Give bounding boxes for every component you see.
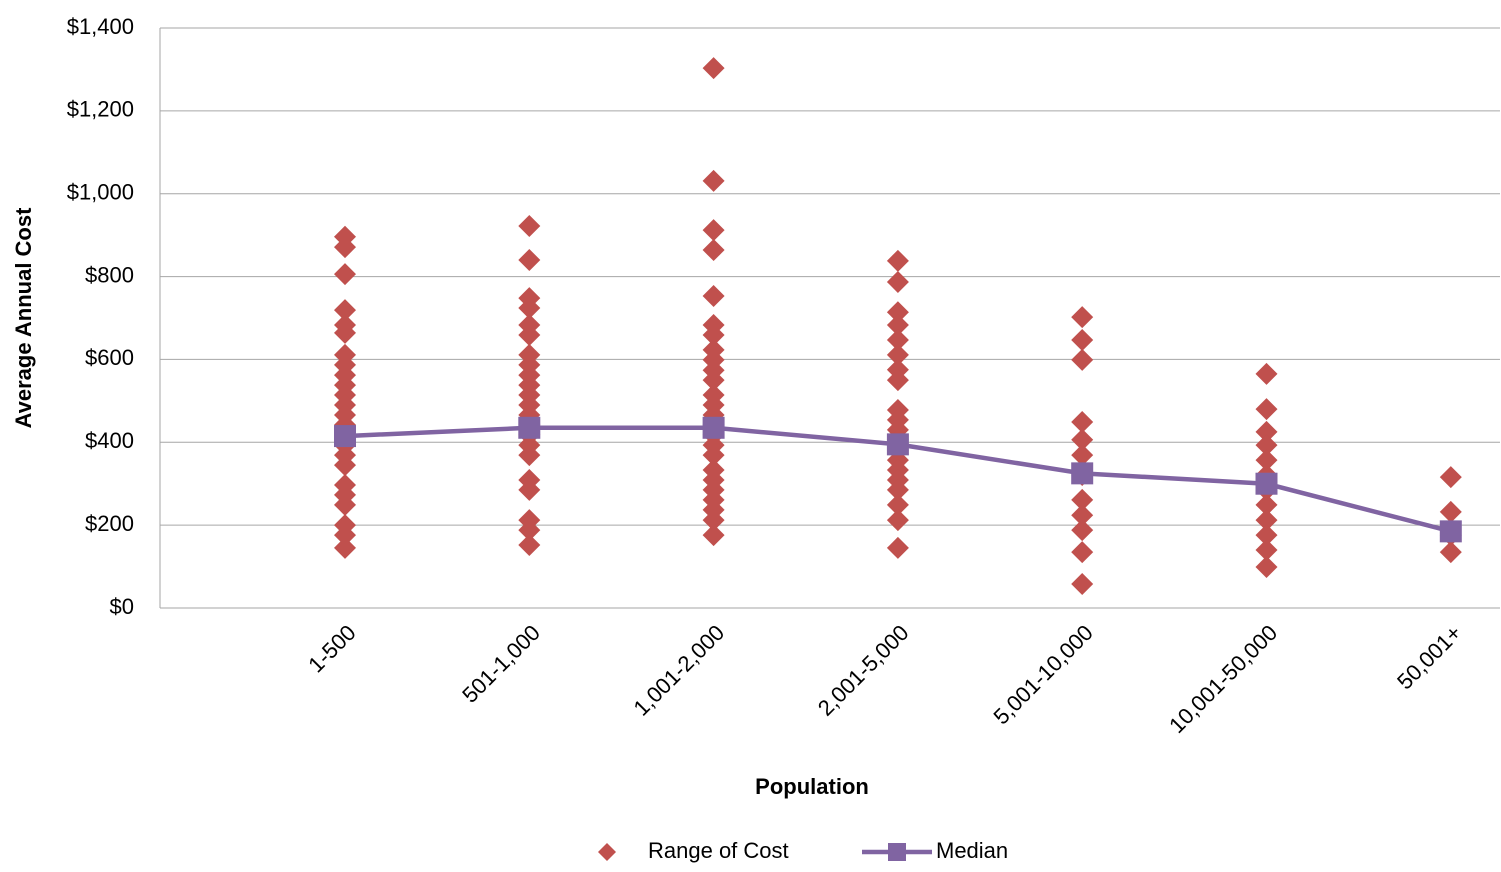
scatter-point (702, 169, 725, 192)
scatter-point (886, 536, 909, 559)
scatter-point (702, 219, 725, 242)
legend-label: Median (936, 838, 1008, 863)
y-tick-label: $600 (85, 345, 134, 370)
x-tick-label: 501-1,000 (457, 620, 545, 708)
scatter-point (886, 249, 909, 272)
scatter-point (1255, 509, 1278, 532)
scatter-point (518, 323, 541, 346)
x-tick-label: 50,001+ (1392, 620, 1466, 694)
scatter-point (702, 57, 725, 80)
scatter-point (518, 297, 541, 320)
median-point (1255, 472, 1278, 495)
x-tick-label: 2,001-5,000 (813, 620, 914, 721)
scatter-point (1071, 572, 1094, 595)
scatter-point (1255, 420, 1278, 443)
scatter-point (702, 285, 725, 308)
scatter-point (1071, 428, 1094, 451)
x-tick-label: 1,001-2,000 (629, 620, 730, 721)
scatter-point (702, 369, 725, 392)
legend-marker (888, 843, 906, 861)
scatter-point (1439, 466, 1462, 489)
median-point (334, 425, 356, 448)
scatter-point (702, 524, 725, 547)
y-tick-label: $0 (110, 594, 134, 619)
x-tick-label: 5,001-10,000 (988, 620, 1097, 729)
scatter-point (1071, 328, 1094, 351)
scatter-point (1071, 348, 1094, 371)
scatter-point (334, 321, 356, 344)
scatter-point (702, 239, 725, 262)
scatter-point (886, 343, 909, 366)
scatter-point (1071, 488, 1094, 511)
scatter-point (334, 524, 356, 547)
scatter-point (1439, 500, 1462, 523)
median-point (702, 416, 725, 439)
scatter-point (886, 369, 909, 392)
median-point (518, 416, 541, 439)
legend-marker (598, 843, 616, 861)
y-tick-label: $1,200 (67, 97, 134, 122)
scatter-point (886, 270, 909, 293)
scatter-point (886, 328, 909, 351)
y-axis-title: Average Annual Cost (11, 207, 36, 429)
median-point (886, 433, 909, 456)
scatter-point (1255, 434, 1278, 457)
y-tick-label: $200 (85, 511, 134, 536)
scatter-point (1071, 410, 1094, 433)
x-tick-label: 10,001-50,000 (1164, 620, 1282, 738)
median-point (1071, 462, 1094, 485)
x-axis-title: Population (755, 774, 869, 799)
y-tick-label: $800 (85, 262, 134, 287)
scatter-point (334, 493, 356, 516)
scatter-point (886, 493, 909, 516)
scatter-point (1255, 398, 1278, 421)
scatter-point (886, 301, 909, 324)
scatter-point (1255, 449, 1278, 472)
scatter-point (1071, 504, 1094, 527)
scatter-point (334, 536, 356, 559)
scatter-point (518, 478, 541, 501)
scatter-point (1255, 524, 1278, 547)
scatter-point (518, 249, 541, 271)
y-tick-label: $1,000 (67, 180, 134, 205)
scatter-point (334, 236, 356, 259)
scatter-point (518, 215, 541, 238)
scatter-point (518, 519, 541, 542)
scatter-point (1071, 444, 1094, 467)
median-point (1439, 520, 1462, 543)
scatter-point (518, 534, 541, 557)
scatter-point (518, 444, 541, 467)
scatter-point (702, 323, 725, 346)
scatter-point (1255, 493, 1278, 516)
scatter-point (334, 263, 356, 286)
y-tick-label: $1,400 (67, 14, 134, 39)
scatter-point (1071, 541, 1094, 564)
scatter-point (334, 299, 356, 322)
scatter-point (1439, 541, 1462, 564)
scatter-point (1071, 306, 1094, 329)
scatter-point (886, 314, 909, 337)
x-tick-label: 1-500 (303, 620, 360, 677)
scatter-point (1255, 555, 1278, 578)
scatter-point (1255, 539, 1278, 561)
scatter-point (702, 509, 725, 532)
scatter-point (1071, 519, 1094, 542)
y-tick-label: $400 (85, 428, 134, 453)
scatter-point (886, 509, 909, 532)
legend-label: Range of Cost (648, 838, 789, 863)
scatter-point (702, 444, 725, 467)
scatter-point (334, 454, 356, 477)
scatter-point (886, 478, 909, 501)
scatter-point (1255, 362, 1278, 385)
